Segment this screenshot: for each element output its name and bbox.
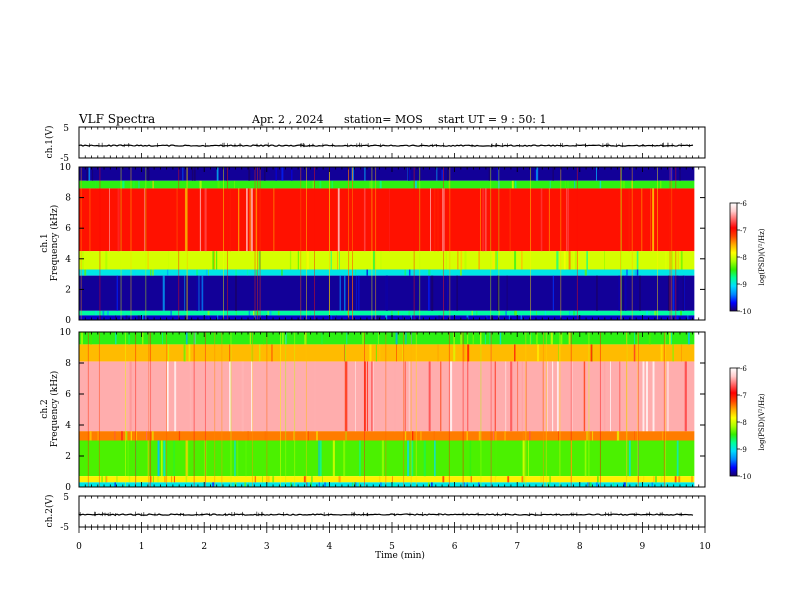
ch1-spectrogram-panel: 0 2 4 6 8 10 ch.1 Frequency (kHz): [40, 163, 706, 326]
ch2-band-2: [79, 361, 695, 432]
ch2-ytick-bottom: -5: [60, 523, 69, 533]
ch1-colorbar-tick-6: -6: [740, 200, 747, 208]
ch2-spectrogram-panel: 0 2 4 6 8 10 ch.2 Frequency (kHz): [40, 328, 706, 493]
ch1-colorbar-tick-7: -7: [740, 227, 747, 235]
ch2-freq-tick-8: 8: [65, 359, 71, 369]
ch2-band-3: [79, 431, 695, 441]
xtick-label-5: 5: [389, 542, 395, 552]
ch2-band-0: [79, 332, 695, 345]
ch1-freq-tick-0: 0: [65, 316, 71, 326]
xtick-label-1: 1: [139, 542, 145, 552]
ch2-freq-tick-10: 10: [60, 328, 72, 338]
ch1-colorbar-tick-10: -10: [740, 308, 751, 316]
ch2-band-1: [79, 344, 695, 362]
ch2-colorbar-tick-10: -10: [740, 473, 751, 481]
ch1-frequency-ticks: 0 2 4 6 8 10: [60, 163, 705, 326]
ch1-colorbar-label: log(PSD)(V²/Hz): [758, 228, 766, 285]
ch1-ytick-bottom: -5: [60, 154, 69, 164]
station-label: station= MOS: [344, 113, 423, 126]
ch2-ylabel-channel: ch.2: [40, 399, 50, 418]
time-tick-marks: [78, 127, 706, 533]
xtick-label-3: 3: [264, 542, 270, 552]
start-ut-label: start UT = 9 : 50: 1: [438, 113, 547, 126]
ch2-ytick-top: 5: [63, 493, 69, 503]
ch2-ylabel-frequency: Frequency (kHz): [49, 371, 60, 448]
xtick-label-6: 6: [452, 542, 458, 552]
ch1-ytick-top: 5: [63, 124, 69, 134]
ch2-colorbar-tick-7: -7: [740, 392, 747, 400]
ch2-freq-tick-6: 6: [65, 390, 71, 400]
ch1-band-0: [79, 167, 695, 181]
ch2-frequency-ticks: 0 2 4 6 8 10: [60, 328, 705, 493]
ch2-spectrogram-image: [79, 332, 705, 487]
ch2-band-5: [79, 476, 695, 483]
ch1-freq-tick-10: 10: [60, 163, 72, 173]
ch1-spectrogram-image: [79, 167, 705, 320]
ch2-freq-tick-0: 0: [65, 483, 71, 493]
ch2-band-4: [79, 440, 695, 477]
ch1-waveform-panel: 5 -5 ch.1(V): [44, 124, 706, 164]
xtick-label-7: 7: [514, 542, 520, 552]
ch1-waveform-trace: [78, 142, 694, 148]
ch2-waveform-trace: [78, 511, 694, 517]
ch1-waveform-line: [78, 144, 694, 147]
xtick-label-9: 9: [640, 542, 646, 552]
figure-title: VLF Spectra: [78, 112, 155, 126]
ch2-colorbar-tick-6: -6: [740, 365, 747, 373]
ch2-freq-tick-2: 2: [65, 452, 71, 462]
ch2-waveform-line: [78, 513, 694, 516]
ch2-band-6: [79, 482, 695, 487]
x-axis-label: Time (min): [375, 550, 425, 561]
ch1-freq-tick-6: 6: [65, 224, 71, 234]
ch2-waveform-panel: 5 -5 ch.2(V): [44, 493, 706, 533]
ch1-colorbar-tick-9: -9: [740, 281, 747, 289]
ch2-colorbar-tick-8: -8: [740, 419, 747, 427]
ch1-waveform-ylabel: ch.1(V): [44, 126, 55, 159]
ch2-colorbar-label: log(PSD)(V²/Hz): [758, 393, 766, 450]
xtick-label-0: 0: [76, 542, 82, 552]
ch1-colorbar-tick-8: -8: [740, 254, 747, 262]
ch1-colorbar: -6 -7 -8 -9 -10 log(PSD)(V²/Hz): [729, 200, 766, 316]
xtick-label-10: 10: [699, 542, 711, 552]
ch1-freq-tick-8: 8: [65, 194, 71, 204]
date-label: Apr. 2 , 2024: [251, 113, 324, 126]
xtick-label-2: 2: [201, 542, 207, 552]
xtick-label-8: 8: [577, 542, 583, 552]
ch1-band-4: [79, 269, 695, 276]
ch1-ylabel-channel: ch.1: [40, 233, 50, 252]
ch2-colorbar-tick-9: -9: [740, 446, 747, 454]
ch2-colorbar: -6 -7 -8 -9 -10 log(PSD)(V²/Hz): [729, 365, 766, 481]
ch1-band-3: [79, 251, 695, 270]
time-axis-labels: 0 1 2 3 4 5 6 7 8 9 10 Time (min): [76, 542, 711, 561]
ch1-ylabel-frequency: Frequency (kHz): [49, 205, 60, 282]
xtick-label-4: 4: [327, 542, 333, 552]
ch2-freq-tick-4: 4: [65, 421, 71, 431]
ch1-band-2: [79, 188, 695, 252]
ch2-waveform-ylabel: ch.2(V): [44, 495, 55, 528]
ch1-band-1: [79, 180, 695, 189]
ch1-freq-tick-4: 4: [65, 255, 71, 265]
ch1-band-6: [79, 310, 695, 316]
ch1-freq-tick-2: 2: [65, 285, 71, 295]
